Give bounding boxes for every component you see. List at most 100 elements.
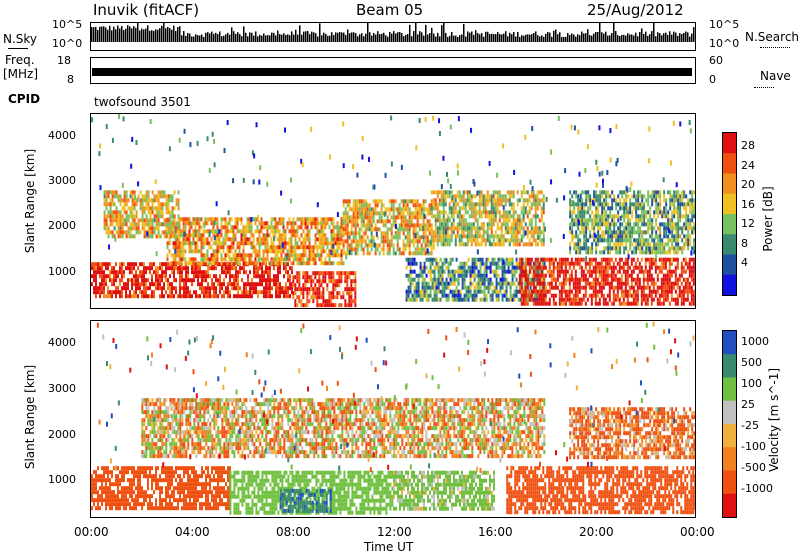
echo-cell [422,207,425,212]
echo-cell [468,214,471,219]
echo-cell [590,285,593,290]
echo-cell [482,230,485,235]
echo-cell [406,227,409,232]
echo-cell [510,238,513,243]
echo-cell [272,217,275,222]
echo-cell [506,238,509,243]
echo-cell [225,274,227,279]
echo-cell [646,281,649,286]
echo-cell [220,217,223,222]
echo-cell [141,214,144,219]
echo-cell [448,238,451,243]
echo-cell [205,274,207,279]
echo-cell [246,225,249,230]
echo-cell [409,273,412,278]
echo-cell [214,253,217,258]
echo-cell [356,223,359,228]
echo-cell [304,287,307,292]
echo-cell [556,273,559,278]
echo-cell [474,210,477,215]
echo-cell [417,293,420,298]
echo-cell [153,294,155,299]
echo-cell [267,278,269,283]
echo-cell [595,238,598,243]
echo-cell [218,249,221,254]
echo-cell [342,231,345,236]
echo-cell [410,219,413,224]
echo-cell [676,293,679,298]
echo-cell [326,253,329,258]
echo-cell [235,282,237,287]
echo-cell [243,286,245,291]
echo-cell [244,253,247,258]
echo-cell [520,281,523,286]
echo-cell [234,257,237,262]
nsky-spike [373,32,375,42]
echo-cell [536,261,539,266]
echo-cell [580,297,583,302]
echo-cell [229,266,231,271]
echo-cell [218,237,221,242]
echo-cell [181,286,183,291]
echo-cell [662,289,665,294]
echo-cell [248,253,251,258]
echo-cell [612,289,615,294]
echo-cell [236,225,239,230]
echo-cell [579,218,582,223]
echo-cell [302,241,305,246]
echo-cell [668,257,671,262]
echo-cell [569,190,572,195]
echo-cell [548,301,551,306]
echo-cell [292,249,295,254]
echo-cell [107,190,110,195]
echo-cell [117,210,120,215]
echo-cell [171,214,174,219]
echo-cell [288,221,291,226]
echo-cell [352,207,355,212]
echo-cell [613,222,616,227]
nsky-spike [265,35,267,42]
echo-cell [394,215,397,220]
echo-cell [430,238,433,243]
echo-cell [405,293,408,298]
echo-cell [471,297,474,302]
echo-cell [516,214,519,219]
echo-cell [286,225,289,230]
echo-cell [330,279,333,284]
echo-cell [577,194,580,199]
echo-cell [322,295,325,300]
echo-cell [109,230,112,235]
echo-cell [149,206,152,211]
echo-cell [372,243,375,248]
nave-tick-top: 60 [709,54,723,67]
echo-cell [352,279,355,284]
echo-cell [157,282,159,287]
echo-cell [340,303,343,308]
echo-cell [366,247,369,252]
echo-cell [573,222,576,227]
nsky-spike [653,23,655,42]
echo-cell [328,299,331,304]
echo-cell [589,214,592,219]
echo-cell [542,238,545,243]
echo-cell [232,233,235,238]
nsky-spike [207,32,209,42]
echo-cell [503,281,506,286]
echo-cell [216,245,219,250]
echo-cell [461,285,464,290]
echo-cell [99,290,101,295]
echo-cell [356,239,359,244]
echo-cell [204,253,207,258]
echo-cell [468,206,471,211]
echo-cell [292,261,295,266]
echo-cell [601,202,604,207]
echo-cell [456,222,459,227]
echo-cell [526,230,529,235]
echo-cell [524,297,527,302]
echo-cell [623,214,626,219]
echo-cell [485,293,488,298]
echo-cell [600,277,603,282]
echo-cell [464,218,467,223]
echo-cell [292,233,295,238]
echo-cell [569,214,572,219]
